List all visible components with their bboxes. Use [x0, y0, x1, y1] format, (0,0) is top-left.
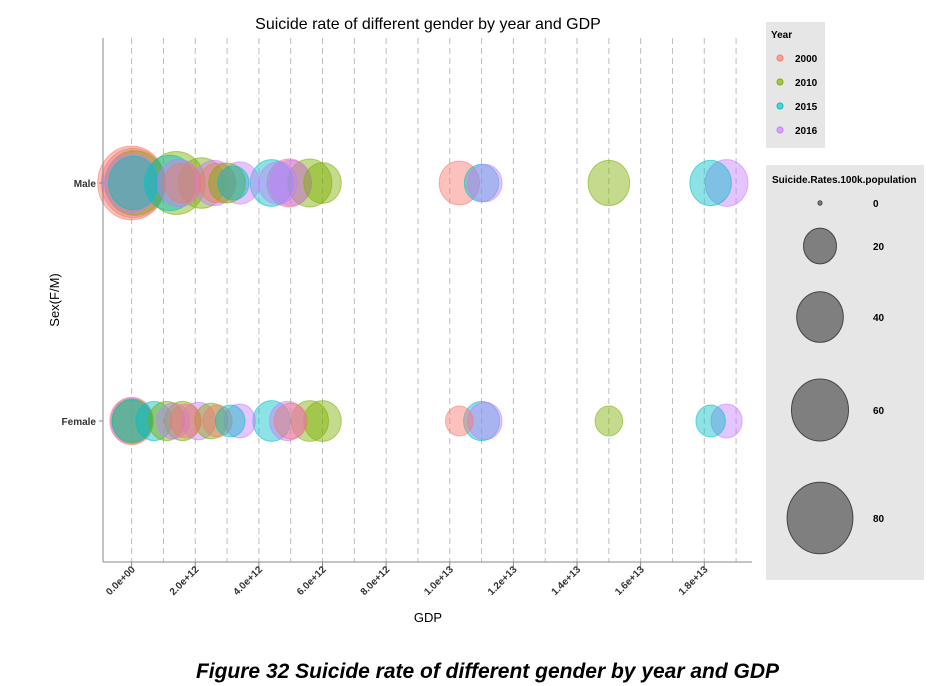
bubble-point: [467, 401, 503, 441]
year-legend-label: 2016: [795, 126, 818, 137]
chart-title: Suicide rate of different gender by year…: [255, 16, 601, 33]
bubble-point: [215, 404, 246, 438]
x-tick-label: 8.0e+12: [359, 564, 393, 598]
bubble-point: [303, 400, 342, 442]
bubble-point: [463, 400, 501, 442]
bubble-point: [303, 162, 342, 204]
year-legend-key: [776, 102, 784, 110]
size-legend-key: [803, 227, 837, 265]
bubble-point: [108, 155, 159, 211]
x-tick-label: 1.8e+13: [677, 564, 711, 598]
year-legend-label: 2000: [795, 54, 818, 65]
bubble-point: [148, 400, 186, 442]
bubble-point: [445, 405, 474, 437]
bubble-point: [219, 161, 260, 205]
y-tick-label: Male: [74, 179, 97, 190]
bubble-point: [217, 165, 250, 201]
bubble-point: [193, 159, 236, 207]
bubble-point: [223, 403, 256, 439]
bubble-point: [111, 399, 152, 443]
bubble-point: [695, 404, 726, 438]
x-axis-label: GDP: [414, 610, 442, 625]
bubble-point: [156, 402, 190, 440]
bubble-point: [202, 404, 233, 438]
bubble-point: [273, 402, 308, 440]
y-tick-labels: Female Male: [62, 179, 103, 428]
bubble-point: [109, 396, 154, 446]
size-legend-label: 0: [873, 199, 879, 210]
year-legend-key: [776, 78, 784, 86]
year-legend-key: [776, 126, 784, 134]
bubble-point: [169, 403, 202, 439]
bubbles-layer: [97, 145, 749, 446]
x-tick-label: 2.0e+12: [168, 564, 202, 598]
bubble-point: [252, 400, 291, 442]
year-legend-label: 2010: [795, 78, 818, 89]
year-legend: Year 2000 2010 2015 2016: [766, 22, 825, 148]
x-tick-label: 1.0e+13: [422, 564, 456, 598]
x-tick-label: 1.2e+13: [486, 564, 520, 598]
year-legend-keys: 2000 2010 2015 2016: [776, 54, 818, 137]
size-legend-key: [796, 291, 844, 343]
bubble-point: [135, 400, 173, 442]
year-legend-label: 2015: [795, 102, 818, 113]
size-legend-label: 20: [873, 242, 885, 253]
year-legend-key: [776, 54, 784, 62]
size-legend-title: Suicide.Rates.100k.population: [772, 175, 917, 186]
size-legend-key: [790, 378, 850, 442]
bubble-point: [249, 159, 294, 207]
bubble-point: [208, 162, 246, 204]
bubble-point: [287, 158, 333, 208]
bubble-point: [467, 163, 503, 203]
size-legend-label: 80: [873, 514, 885, 525]
bubble-point: [258, 161, 298, 205]
year-legend-title: Year: [771, 30, 793, 41]
bubble-point: [163, 162, 202, 204]
y-tick-label: Female: [62, 417, 97, 428]
bubble-point: [194, 402, 229, 440]
size-legend-keys: 0 20 40 60 80: [786, 199, 885, 555]
size-legend-key: [817, 200, 823, 206]
size-legend-key: [786, 481, 854, 555]
size-legend-label: 40: [873, 313, 885, 324]
size-legend: Suicide.Rates.100k.population 0 20 40 60 80: [766, 165, 924, 580]
bubble-point: [704, 159, 749, 207]
bubble-point: [594, 405, 624, 437]
bubble-point: [438, 160, 480, 206]
x-tick-label: 1.6e+13: [613, 564, 647, 598]
x-tick-label: 6.0e+12: [295, 564, 329, 598]
y-axis-label: Sex(F/M): [47, 273, 62, 326]
bubble-point: [689, 159, 732, 207]
x-tick-labels: 0.0e+00 2.0e+12 4.0e+12 6.0e+12 8.0e+12 1.0e+…: [104, 562, 711, 598]
bubble-point: [587, 159, 631, 207]
x-tick-label: 4.0e+12: [231, 564, 265, 598]
grid-lines: [131, 38, 737, 562]
x-tick-label: 1.4e+13: [550, 564, 584, 598]
x-tick-label: 0.0e+00: [104, 564, 138, 598]
figure-caption: Figure 32 Suicide rate of different gend…: [195, 660, 780, 683]
bubble-point: [290, 400, 330, 442]
bubble-point: [268, 400, 307, 442]
bubble-point: [103, 152, 160, 214]
bubble-point: [269, 159, 313, 207]
bubble-point: [710, 403, 743, 439]
size-legend-label: 60: [873, 406, 885, 417]
